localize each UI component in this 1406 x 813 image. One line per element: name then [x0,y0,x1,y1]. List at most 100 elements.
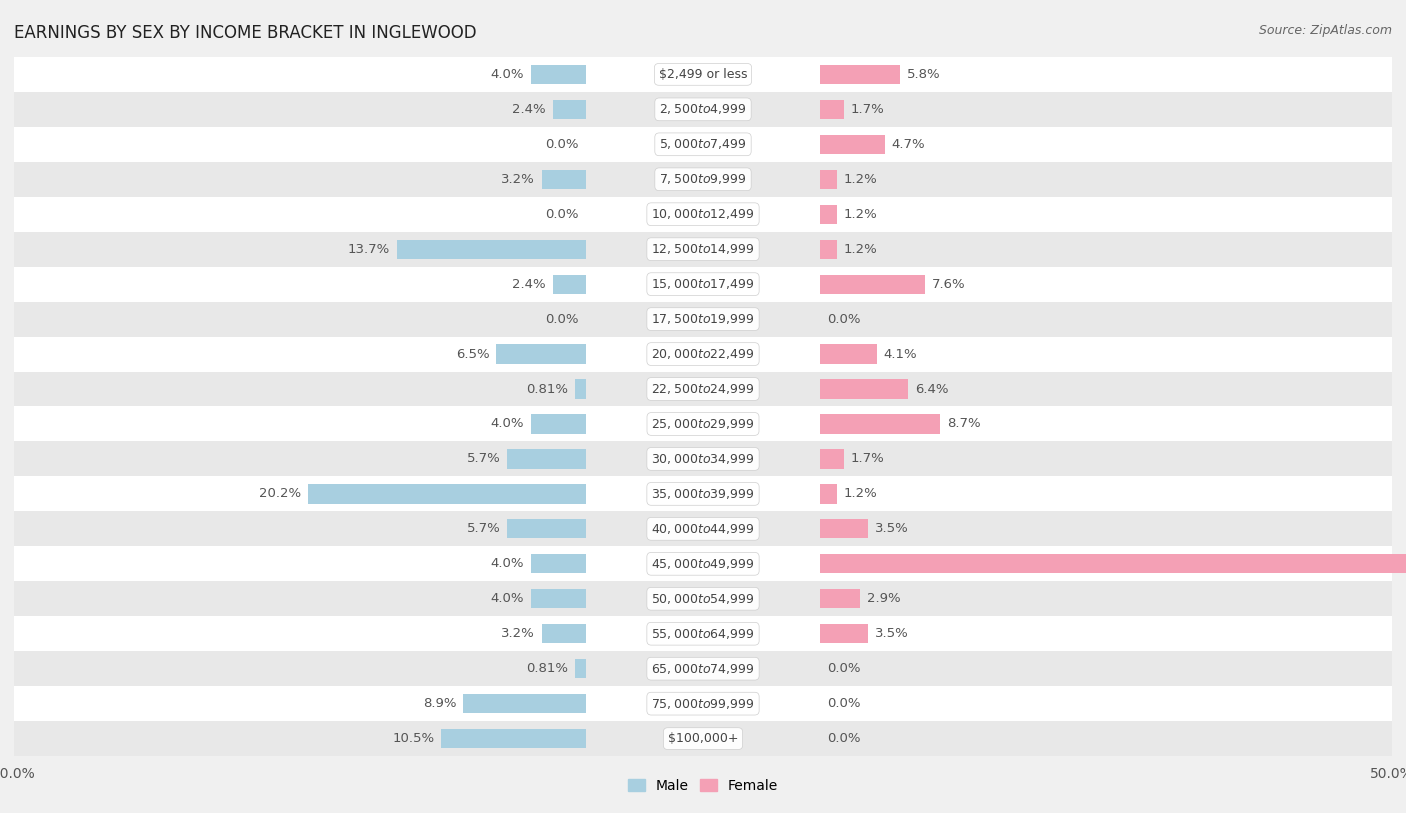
Bar [308,485,586,503]
Bar [820,170,837,189]
Bar [14,406,1392,441]
Bar [531,415,586,433]
Bar [531,589,586,608]
Bar [14,232,1392,267]
Text: Source: ZipAtlas.com: Source: ZipAtlas.com [1258,24,1392,37]
Text: 2.4%: 2.4% [512,278,546,290]
Text: $2,500 to $4,999: $2,500 to $4,999 [659,102,747,116]
Text: $45,000 to $49,999: $45,000 to $49,999 [651,557,755,571]
Text: $35,000 to $39,999: $35,000 to $39,999 [651,487,755,501]
Bar [496,345,586,363]
Bar [14,267,1392,302]
Text: $65,000 to $74,999: $65,000 to $74,999 [651,662,755,676]
Bar [14,302,1392,337]
Bar [14,511,1392,546]
Text: 3.5%: 3.5% [875,628,910,640]
Bar [396,240,586,259]
Text: $55,000 to $64,999: $55,000 to $64,999 [651,627,755,641]
Bar [820,275,925,293]
Bar [820,65,900,84]
Text: 5.8%: 5.8% [907,68,941,80]
Text: 7.6%: 7.6% [932,278,966,290]
Bar [508,520,586,538]
Text: $5,000 to $7,499: $5,000 to $7,499 [659,137,747,151]
Text: 1.2%: 1.2% [844,243,877,255]
Bar [14,721,1392,756]
Bar [820,554,1406,573]
Bar [14,127,1392,162]
Bar [14,476,1392,511]
Text: 0.0%: 0.0% [827,733,860,745]
Bar [820,415,941,433]
Bar [820,520,869,538]
Text: 5.7%: 5.7% [467,523,501,535]
Text: 0.81%: 0.81% [526,663,568,675]
Text: 0.0%: 0.0% [827,663,860,675]
Text: 8.9%: 8.9% [423,698,457,710]
Text: 4.0%: 4.0% [491,593,524,605]
Text: 20.2%: 20.2% [259,488,301,500]
Text: $15,000 to $17,499: $15,000 to $17,499 [651,277,755,291]
Bar [441,729,586,748]
Bar [553,100,586,119]
Bar [820,205,837,224]
Text: $10,000 to $12,499: $10,000 to $12,499 [651,207,755,221]
Text: 4.1%: 4.1% [883,348,917,360]
Bar [14,57,1392,92]
Text: 2.9%: 2.9% [868,593,901,605]
Text: $2,499 or less: $2,499 or less [659,68,747,80]
Text: 0.0%: 0.0% [546,138,579,150]
Text: 4.0%: 4.0% [491,558,524,570]
Bar [575,380,586,398]
Text: $100,000+: $100,000+ [668,733,738,745]
Bar [820,485,837,503]
Text: $25,000 to $29,999: $25,000 to $29,999 [651,417,755,431]
Bar [14,197,1392,232]
Bar [14,372,1392,406]
Bar [575,659,586,678]
Text: 3.2%: 3.2% [501,173,534,185]
Bar [541,624,586,643]
Bar [820,380,908,398]
Text: $40,000 to $44,999: $40,000 to $44,999 [651,522,755,536]
Bar [820,135,884,154]
Text: 1.2%: 1.2% [844,488,877,500]
Bar [820,450,844,468]
Text: 6.4%: 6.4% [915,383,949,395]
Bar [14,441,1392,476]
Text: 6.5%: 6.5% [456,348,489,360]
Text: 5.7%: 5.7% [467,453,501,465]
Text: $30,000 to $34,999: $30,000 to $34,999 [651,452,755,466]
Text: $22,500 to $24,999: $22,500 to $24,999 [651,382,755,396]
Text: 4.7%: 4.7% [891,138,925,150]
Text: 13.7%: 13.7% [347,243,391,255]
Text: 3.2%: 3.2% [501,628,534,640]
Text: 4.0%: 4.0% [491,68,524,80]
Text: 0.0%: 0.0% [827,313,860,325]
Text: $17,500 to $19,999: $17,500 to $19,999 [651,312,755,326]
Text: 1.2%: 1.2% [844,173,877,185]
Bar [463,694,586,713]
Bar [820,240,837,259]
Bar [14,581,1392,616]
Bar [508,450,586,468]
Text: $20,000 to $22,499: $20,000 to $22,499 [651,347,755,361]
Bar [553,275,586,293]
Text: EARNINGS BY SEX BY INCOME BRACKET IN INGLEWOOD: EARNINGS BY SEX BY INCOME BRACKET IN ING… [14,24,477,42]
Text: $7,500 to $9,999: $7,500 to $9,999 [659,172,747,186]
Text: 8.7%: 8.7% [946,418,980,430]
Bar [820,100,844,119]
Bar [14,686,1392,721]
Text: 1.7%: 1.7% [851,453,884,465]
Text: 4.0%: 4.0% [491,418,524,430]
Bar [541,170,586,189]
Text: 1.7%: 1.7% [851,103,884,115]
Text: 2.4%: 2.4% [512,103,546,115]
Text: 0.0%: 0.0% [546,208,579,220]
Bar [531,554,586,573]
Text: 1.2%: 1.2% [844,208,877,220]
Bar [820,345,876,363]
Text: $50,000 to $54,999: $50,000 to $54,999 [651,592,755,606]
Text: 3.5%: 3.5% [875,523,910,535]
Text: $12,500 to $14,999: $12,500 to $14,999 [651,242,755,256]
